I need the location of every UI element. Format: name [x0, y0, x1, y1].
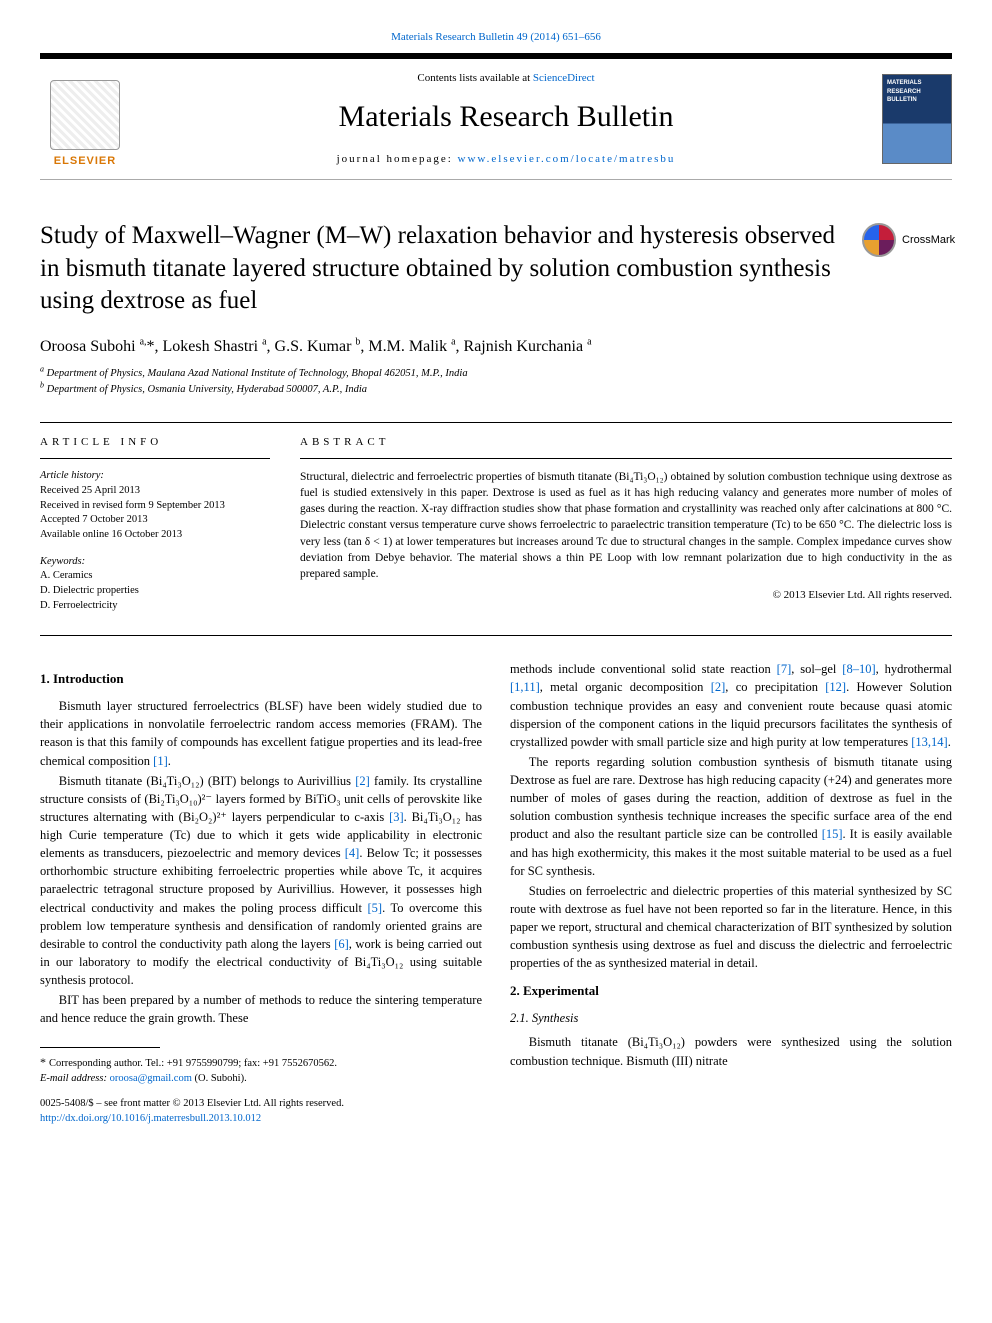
ref-5-link[interactable]: [5]	[367, 901, 382, 915]
homepage-line: journal homepage: www.elsevier.com/locat…	[150, 152, 862, 167]
para-3b: methods include conventional solid state…	[510, 660, 952, 751]
ref-2b-link[interactable]: [2]	[711, 680, 726, 694]
journal-ref-link[interactable]: Materials Research Bulletin 49 (2014) 65…	[391, 31, 601, 43]
ref-1-link[interactable]: [1]	[153, 754, 168, 768]
abstract-copyright: © 2013 Elsevier Ltd. All rights reserved…	[300, 588, 952, 603]
article-info-heading: ARTICLE INFO	[40, 435, 270, 459]
ref-3-link[interactable]: [3]	[389, 810, 404, 824]
ref-6-link[interactable]: [6]	[334, 937, 349, 951]
history-line: Accepted 7 October 2013	[40, 513, 270, 528]
ref-12-link[interactable]: [12]	[825, 680, 846, 694]
article-title: Study of Maxwell–Wagner (M–W) relaxation…	[40, 220, 862, 318]
section-2-title: 2. Experimental	[510, 982, 952, 1001]
section-1-title: 1. Introduction	[40, 670, 482, 689]
article-info-block: ARTICLE INFO Article history: Received 2…	[40, 422, 270, 626]
sciencedirect-link[interactable]: ScienceDirect	[533, 72, 595, 84]
crossmark-badge[interactable]: CrossMark	[862, 220, 952, 260]
keyword-line: D. Ferroelectricity	[40, 599, 270, 614]
para-4: The reports regarding solution combustio…	[510, 753, 952, 880]
ref-1-11-link[interactable]: [1,11]	[510, 680, 540, 694]
keyword-line: D. Dielectric properties	[40, 584, 270, 599]
para-3a: BIT has been prepared by a number of met…	[40, 991, 482, 1027]
para-2: Bismuth titanate (Bi₄Ti₃O₁₂) (BIT) belon…	[40, 772, 482, 990]
article-body: 1. Introduction Bismuth layer structured…	[40, 660, 952, 1126]
history-line: Received 25 April 2013	[40, 484, 270, 499]
keyword-line: A. Ceramics	[40, 569, 270, 584]
email-label: E-mail address:	[40, 1073, 110, 1084]
corresponding-author: * Corresponding author. Tel.: +91 975599…	[40, 1054, 482, 1086]
keywords-title: Keywords:	[40, 555, 270, 570]
header-center: Contents lists available at ScienceDirec…	[130, 71, 882, 168]
elsevier-tree-icon	[50, 80, 120, 150]
contents-line: Contents lists available at ScienceDirec…	[150, 71, 862, 86]
email-link[interactable]: oroosa@gmail.com	[110, 1073, 192, 1084]
para-1: Bismuth layer structured ferroelectrics …	[40, 697, 482, 770]
contents-prefix: Contents lists available at	[417, 72, 532, 84]
ref-7-link[interactable]: [7]	[777, 662, 792, 676]
affiliation-line: a Department of Physics, Maulana Azad Na…	[40, 366, 952, 382]
ref-2-link[interactable]: [2]	[355, 774, 370, 788]
history-section: Article history: Received 25 April 2013R…	[40, 469, 270, 542]
journal-name: Materials Research Bulletin	[150, 96, 862, 138]
elsevier-text: ELSEVIER	[54, 154, 116, 169]
keywords-section: Keywords: A. CeramicsD. Dielectric prope…	[40, 555, 270, 614]
homepage-link[interactable]: www.elsevier.com/locate/matresbu	[458, 153, 676, 165]
authors: Oroosa Subohi a,*, Lokesh Shastri a, G.S…	[40, 336, 952, 358]
affiliations: a Department of Physics, Maulana Azad Na…	[40, 366, 952, 398]
history-line: Received in revised form 9 September 201…	[40, 499, 270, 514]
para-6: Bismuth titanate (Bi₄Ti₃O₁₂) powders wer…	[510, 1033, 952, 1069]
para-5: Studies on ferroelectric and dielectric …	[510, 882, 952, 973]
elsevier-logo: ELSEVIER	[40, 69, 130, 169]
history-title: Article history:	[40, 469, 270, 484]
abstract-heading: ABSTRACT	[300, 435, 952, 459]
journal-reference: Materials Research Bulletin 49 (2014) 65…	[40, 30, 952, 45]
ref-8-10-link[interactable]: [8–10]	[842, 662, 875, 676]
journal-cover-thumbnail: MATERIALS RESEARCH BULLETIN	[882, 74, 952, 164]
homepage-prefix: journal homepage:	[337, 153, 458, 165]
ref-13-14-link[interactable]: [13,14]	[911, 735, 947, 749]
section-2-1-title: 2.1. Synthesis	[510, 1009, 952, 1027]
crossmark-icon	[862, 223, 896, 257]
issn-line: 0025-5408/$ – see front matter © 2013 El…	[40, 1097, 482, 1112]
crossmark-label: CrossMark	[902, 233, 955, 248]
issn-block: 0025-5408/$ – see front matter © 2013 El…	[40, 1097, 482, 1126]
ref-15-link[interactable]: [15]	[822, 827, 843, 841]
affiliation-line: b Department of Physics, Osmania Univers…	[40, 382, 952, 398]
doi-link[interactable]: http://dx.doi.org/10.1016/j.materresbull…	[40, 1113, 261, 1124]
abstract-block: ABSTRACT Structural, dielectric and ferr…	[300, 422, 952, 626]
footnote-separator	[40, 1047, 160, 1048]
history-line: Available online 16 October 2013	[40, 528, 270, 543]
journal-header: ELSEVIER Contents lists available at Sci…	[40, 53, 952, 180]
ref-4-link[interactable]: [4]	[345, 846, 360, 860]
abstract-text: Structural, dielectric and ferroelectric…	[300, 469, 952, 582]
